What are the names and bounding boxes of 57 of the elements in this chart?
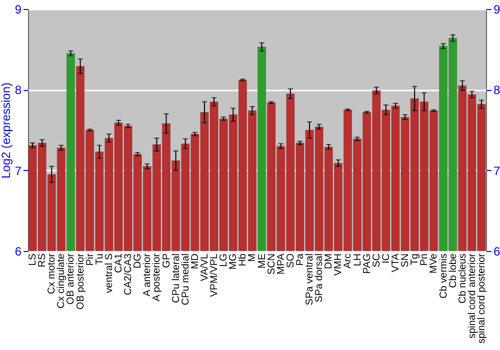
x-tick-label: Cx cingulate (56, 253, 68, 309)
x-tick-label: Pa (294, 253, 306, 266)
x-tick-label: MPA (276, 253, 287, 274)
x-tick-label: RS (37, 253, 48, 268)
x-tick-label: SO (285, 253, 296, 268)
x-tick-label: Cb vermis (438, 254, 450, 299)
x-tick-label: Pir (84, 252, 96, 266)
x-tick-label: OB posterior (75, 252, 86, 310)
y-axis-title: Log2 (expression) (0, 82, 13, 179)
x-tick-label: VTA (390, 253, 402, 272)
x-tick-label: Tu (94, 254, 106, 265)
y-tick-label: 7 (14, 164, 22, 178)
y2-tick-label: 8 (494, 83, 500, 98)
x-tick-label: M (247, 254, 258, 262)
x-tick-label: DM (324, 254, 335, 270)
x-tick-label: VA/VL (199, 253, 210, 282)
x-tick-label: SC (371, 254, 382, 268)
x-tick-label: SCN (266, 254, 278, 275)
x-tick-label: LG (218, 253, 230, 267)
y-tick-label: 8 (14, 83, 22, 98)
x-tick-label: MG (228, 253, 240, 270)
x-tick-label: SN (400, 254, 412, 268)
x-tick-label: MD (190, 254, 201, 270)
x-tick-label: Cb nucleus (457, 254, 468, 304)
x-tick-label: VPM/VPL (209, 253, 220, 297)
y2-tick-label: 9 (494, 2, 500, 16)
x-tick-label: spinal cord anterior (466, 252, 478, 339)
x-tick-label: DG (132, 253, 144, 268)
x-tick-label: Hb (238, 253, 249, 266)
x-tick-label: ME (256, 253, 268, 268)
x-tick-label: IC (380, 254, 392, 264)
y-tick-label: 6 (14, 244, 22, 258)
x-tick-label: CPu lateral (170, 254, 182, 303)
x-tick-label: A posterior (152, 252, 163, 302)
x-tick-label: MVe (428, 253, 440, 274)
x-tick-label: Cx motor (46, 252, 58, 294)
y2-tick-label: 6 (494, 244, 500, 258)
x-tick-label: LH (352, 254, 364, 266)
x-tick-label: Arc (342, 254, 354, 268)
x-tick-label: Pn (419, 254, 430, 266)
x-tick-label: OB anterior (66, 252, 77, 305)
x-tick-label: CA1 (114, 253, 124, 273)
x-tick-label: LS (28, 253, 39, 266)
x-tick-label: spinal cord posterior (476, 252, 488, 344)
x-tick-label: CPu medial (180, 254, 192, 306)
x-tick-label: A anterior (142, 252, 154, 296)
x-tick-label: CA2/CA3 (123, 253, 134, 296)
x-tick-label: VMH (333, 254, 344, 276)
y2-tick-label: 7 (494, 164, 500, 178)
x-tick-label: PAG (362, 253, 373, 274)
x-tick-label: Tg (410, 254, 421, 266)
y-tick-label: 9 (14, 2, 22, 16)
x-tick-label: ventral S (104, 253, 115, 293)
x-tick-label: GP (161, 253, 172, 268)
x-tick-label: Cb lobe (448, 253, 459, 288)
x-tick-label: SPa ventral (304, 254, 316, 306)
x-tick-label: SPa dorsal (314, 254, 326, 302)
